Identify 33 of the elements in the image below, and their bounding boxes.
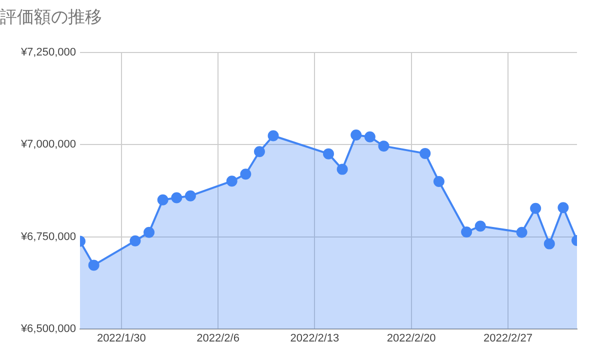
x-tick-label: 2022/2/27: [484, 332, 532, 345]
point: [350, 130, 362, 141]
point: [530, 202, 542, 214]
point: [378, 140, 390, 152]
y-tick-label: ¥6,500,000: [20, 323, 76, 336]
point: [254, 146, 265, 158]
point: [364, 131, 376, 142]
point: [516, 226, 528, 238]
x-tick-label: 2022/2/6: [196, 332, 240, 345]
point: [461, 226, 472, 238]
y-tick-label: ¥7,250,000: [20, 46, 76, 58]
point: [240, 168, 252, 180]
point: [184, 190, 196, 202]
point: [157, 194, 168, 206]
x-tick-label: 2022/2/13: [290, 332, 340, 345]
point: [544, 238, 555, 250]
chart-title: 評価額の推移: [0, 8, 102, 28]
point: [558, 202, 569, 214]
point: [474, 220, 486, 232]
point: [420, 148, 431, 159]
point: [88, 260, 100, 271]
point: [226, 176, 238, 187]
x-tick-label: 2022/1/30: [96, 332, 146, 345]
y-tick-label: ¥7,000,000: [20, 138, 76, 151]
point: [433, 176, 444, 187]
point: [144, 226, 155, 238]
point: [336, 164, 348, 175]
point: [323, 148, 334, 160]
x-tick-label: 2022/2/20: [386, 332, 436, 345]
point: [130, 235, 141, 246]
y-tick-label: ¥6,750,000: [20, 230, 76, 243]
point: [268, 130, 279, 142]
point: [171, 192, 182, 204]
